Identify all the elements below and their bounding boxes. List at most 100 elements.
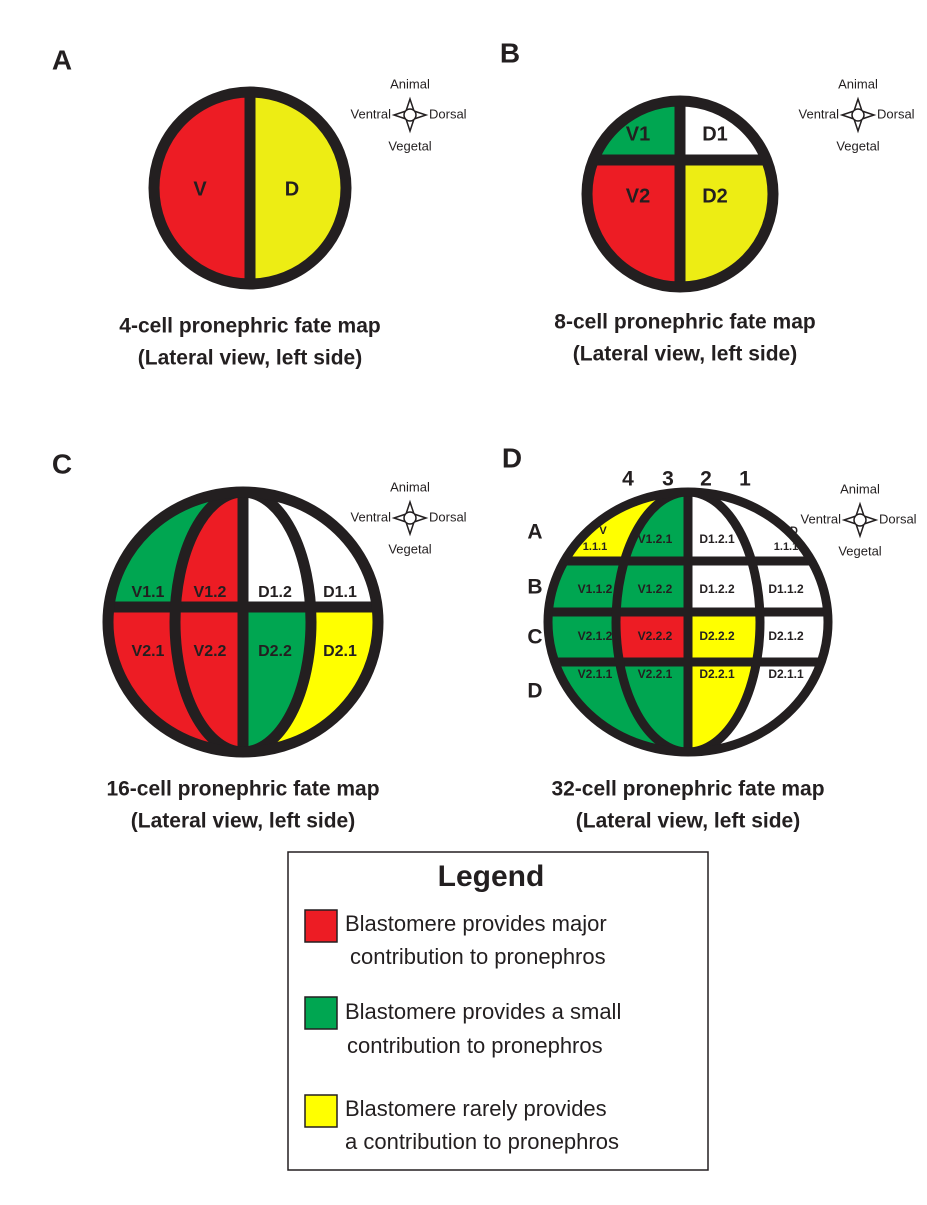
cell-label: V2.1.2 [578, 629, 613, 643]
cell-label: D1.2.2 [699, 582, 735, 596]
row-label: A [527, 521, 542, 544]
caption: (Lateral view, left side) [138, 347, 362, 370]
caption: (Lateral view, left side) [576, 810, 800, 833]
cell-label: D2.2 [258, 643, 292, 660]
compass-label: Vegetal [388, 541, 431, 556]
column-label: 3 [662, 468, 674, 491]
compass-label: Vegetal [388, 138, 431, 153]
compass-label: Ventral [801, 511, 842, 526]
meridian [611, 492, 765, 752]
compass-label: Animal [838, 76, 878, 91]
cell-borders [108, 492, 378, 752]
cell-label: V2.2 [194, 643, 227, 660]
cell-label: D [285, 178, 299, 200]
cell-label: 1.1.1 [774, 541, 798, 553]
embryo-outline [148, 86, 352, 290]
caption: 8-cell pronephric fate map [554, 311, 815, 334]
column-label: 4 [622, 468, 634, 491]
compass-label: Ventral [351, 106, 392, 121]
compass-label: Dorsal [429, 106, 467, 121]
cell-label: V1 [626, 123, 650, 145]
compass: Animal Ventral Dorsal Vegetal [801, 481, 917, 558]
cell-label: V2.2.2 [638, 629, 673, 643]
compass-center [851, 108, 865, 122]
cell [688, 612, 760, 662]
cell [688, 561, 760, 612]
cell-borders [548, 492, 828, 752]
legend-title: Legend [438, 860, 545, 893]
compass-label: Dorsal [877, 106, 915, 121]
compass-center [403, 108, 417, 122]
cell-label: V1.2 [194, 584, 227, 601]
caption: 4-cell pronephric fate map [119, 315, 380, 338]
legend-text: Blastomere provides major [345, 911, 607, 936]
panel: C V1.1 V1.2 D1.2 D1.1 V2.1 V2.2 D2.2 D2.1 Animal V… [52, 448, 467, 832]
row-label: B [527, 576, 542, 599]
legend-text: contribution to pronephros [350, 944, 606, 969]
compass-center [403, 511, 417, 525]
legend-text: Blastomere rarely provides [345, 1096, 607, 1121]
legend-text: a contribution to pronephros [345, 1129, 619, 1154]
column-label: 1 [739, 468, 751, 491]
cell-label: D2.2.1 [699, 667, 735, 681]
cell-label: V2 [626, 185, 650, 207]
cell-label: V1.1 [132, 584, 165, 601]
meridian [169, 492, 317, 752]
cell-label: V1.1.2 [578, 582, 613, 596]
compass: Animal Ventral Dorsal Vegetal [799, 76, 915, 153]
legend-text: contribution to pronephros [347, 1033, 603, 1058]
legend-swatch-red [304, 909, 338, 943]
cell-label: V2.2.1 [638, 667, 673, 681]
compass-label: Animal [390, 479, 430, 494]
row-label: D [527, 680, 542, 703]
caption: 32-cell pronephric fate map [551, 778, 824, 801]
cell-label: D2.2.2 [699, 629, 735, 643]
compass: Animal Ventral Dorsal Vegetal [351, 76, 467, 153]
panel: A V D Animal Ventral Dorsal Vegetal 4-cell pron… [52, 44, 467, 369]
caption: (Lateral view, left side) [131, 810, 355, 833]
cell [616, 561, 688, 612]
compass-label: Dorsal [879, 511, 917, 526]
cell-label: V [193, 178, 207, 200]
cell-label: D2.1.2 [768, 629, 804, 643]
legend: Legend Blastomere provides major contrib… [287, 851, 709, 1171]
cell-label: V1.2.2 [638, 582, 673, 596]
panel-letter: D [502, 442, 522, 473]
cell-label: D1 [702, 123, 728, 145]
legend-swatch-green [304, 996, 338, 1030]
embryo-outline [581, 95, 779, 293]
legend-box [287, 851, 709, 1171]
caption: (Lateral view, left side) [573, 343, 797, 366]
cell-label: D1.1 [323, 584, 357, 601]
compass-label: Ventral [351, 509, 392, 524]
cell-label: 1.1.1 [583, 541, 607, 553]
cell-label: D1.2 [258, 584, 292, 601]
compass-center [853, 513, 867, 527]
cell [616, 612, 688, 662]
panel-letter: B [500, 37, 520, 68]
compass-label: Vegetal [838, 543, 881, 558]
cell-label: D [790, 525, 798, 537]
cell-label: V1.2.1 [638, 532, 673, 546]
cell-label: D1.1.2 [768, 582, 804, 596]
compass: Animal Ventral Dorsal Vegetal [351, 479, 467, 556]
legend-swatch-yellow [304, 1094, 338, 1128]
compass-label: Animal [840, 481, 880, 496]
panel-letter: C [52, 448, 72, 479]
cell-label: V2.1 [132, 643, 165, 660]
cell-label: D1.2.1 [699, 532, 735, 546]
legend-text: Blastomere provides a small [345, 999, 621, 1024]
column-label: 2 [700, 468, 712, 491]
compass-label: Ventral [799, 106, 840, 121]
panel: D V 1.1.1 V1.2.1 D1.2.1 D 1.1.1 V1.1.2 V1.2.2 D1.… [502, 442, 917, 832]
compass-label: Dorsal [429, 509, 467, 524]
cell-label: D2.1.1 [768, 667, 804, 681]
cell-label: V [599, 525, 607, 537]
cell-label: D2 [702, 185, 728, 207]
embryo-outline [543, 487, 833, 757]
cell-label: D2.1 [323, 643, 357, 660]
panel: B V1 D1 V2 D2 Animal Ventral Dorsal Vegetal 8-cel… [500, 37, 915, 365]
cell [680, 160, 773, 287]
